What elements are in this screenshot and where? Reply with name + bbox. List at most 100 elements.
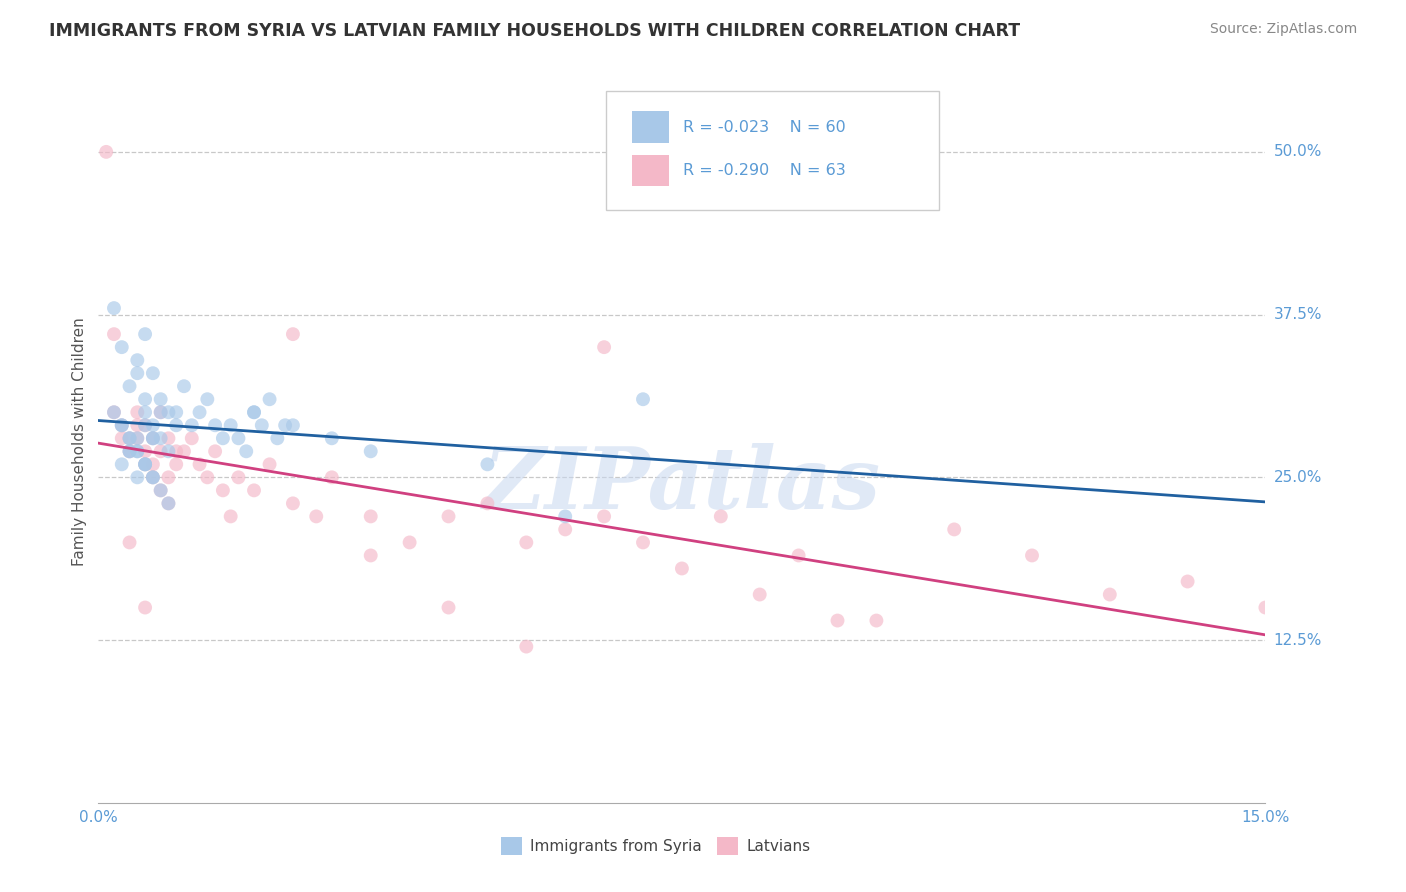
Y-axis label: Family Households with Children: Family Households with Children [72,318,87,566]
Point [212,483,235,498]
Point [111,458,134,472]
Point [103,301,125,315]
Text: Latvians: Latvians [747,838,810,854]
Point [127,470,149,484]
Point [142,418,165,433]
Point [134,600,156,615]
Text: R = -0.023    N = 60: R = -0.023 N = 60 [683,120,846,135]
Text: Immigrants from Syria: Immigrants from Syria [530,838,702,854]
Point [103,405,125,419]
Point [127,431,149,445]
Point [204,444,226,458]
Point [157,444,180,458]
Point [212,431,235,445]
Text: 25.0%: 25.0% [1274,470,1322,485]
Point [554,523,576,537]
Point [127,353,149,368]
Point [165,444,187,458]
Point [157,496,180,510]
Text: 12.5%: 12.5% [1274,632,1322,648]
Point [243,405,266,419]
Point [96,145,118,159]
Point [118,444,141,458]
Point [710,509,733,524]
Point [1254,600,1277,615]
Point [188,405,211,419]
Point [593,509,616,524]
Point [142,366,165,380]
Point [631,535,654,549]
Point [149,483,172,498]
Point [111,418,134,433]
FancyBboxPatch shape [717,837,738,855]
Point [149,431,172,445]
Point [321,470,343,484]
Point [477,496,499,510]
Point [134,418,156,433]
Point [228,470,250,484]
Point [118,444,141,458]
Point [259,458,281,472]
Point [1098,587,1121,601]
Point [305,509,328,524]
Point [1177,574,1199,589]
Point [943,523,966,537]
Point [180,431,202,445]
Point [235,444,257,458]
Point [219,509,242,524]
Point [748,587,770,601]
Point [111,340,134,354]
Point [111,418,134,433]
Point [149,483,172,498]
Point [127,444,149,458]
Point [149,405,172,419]
FancyBboxPatch shape [631,112,669,143]
Point [103,327,125,342]
Point [165,418,187,433]
Point [204,418,226,433]
Point [142,470,165,484]
Point [165,458,187,472]
Point [142,458,165,472]
Point [134,392,156,407]
Text: R = -0.290    N = 63: R = -0.290 N = 63 [683,163,846,178]
FancyBboxPatch shape [501,837,522,855]
Point [631,392,654,407]
Point [360,509,382,524]
Point [134,444,156,458]
Point [118,431,141,445]
Point [593,340,616,354]
Point [250,418,273,433]
Point [281,327,304,342]
Point [118,535,141,549]
Point [195,392,218,407]
Point [127,444,149,458]
Point [157,431,180,445]
Text: ZIPatlas: ZIPatlas [482,443,882,526]
Point [437,509,460,524]
Point [142,431,165,445]
Text: 50.0%: 50.0% [1274,145,1322,160]
Point [127,366,149,380]
Point [173,379,195,393]
Point [118,379,141,393]
Point [398,535,420,549]
Point [360,444,382,458]
Point [111,431,134,445]
Text: IMMIGRANTS FROM SYRIA VS LATVIAN FAMILY HOUSEHOLDS WITH CHILDREN CORRELATION CHA: IMMIGRANTS FROM SYRIA VS LATVIAN FAMILY … [49,22,1021,40]
Point [281,496,304,510]
FancyBboxPatch shape [606,91,939,211]
Point [274,418,297,433]
Point [127,418,149,433]
Point [134,458,156,472]
Point [157,470,180,484]
Point [134,405,156,419]
Point [188,458,211,472]
Point [127,405,149,419]
Point [118,444,141,458]
Point [111,418,134,433]
Point [243,483,266,498]
Point [1021,549,1043,563]
Point [360,549,382,563]
Point [259,392,281,407]
